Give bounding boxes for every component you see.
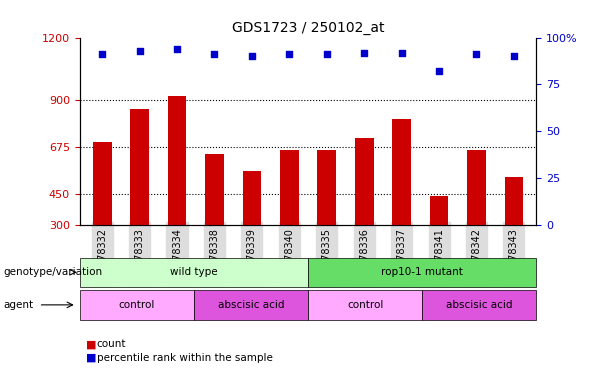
Point xyxy=(397,50,406,55)
Text: percentile rank within the sample: percentile rank within the sample xyxy=(97,353,273,363)
Text: count: count xyxy=(97,339,126,349)
Point xyxy=(322,51,332,57)
Bar xyxy=(168,96,186,225)
Text: rop10-1 mutant: rop10-1 mutant xyxy=(381,267,463,277)
Point xyxy=(135,48,145,54)
Text: ■: ■ xyxy=(86,339,96,349)
Point xyxy=(284,51,294,57)
Text: abscisic acid: abscisic acid xyxy=(446,300,512,310)
Bar xyxy=(318,150,336,225)
Bar xyxy=(93,142,112,225)
Bar xyxy=(430,196,448,225)
Text: wild type: wild type xyxy=(170,267,218,277)
Text: genotype/variation: genotype/variation xyxy=(3,267,102,277)
Bar xyxy=(130,110,149,225)
Point xyxy=(172,46,182,52)
Bar xyxy=(355,138,373,225)
Bar xyxy=(243,171,261,225)
Point xyxy=(509,53,519,59)
Point xyxy=(471,51,481,57)
Text: agent: agent xyxy=(3,300,33,310)
Text: control: control xyxy=(347,300,383,310)
Bar xyxy=(504,177,524,225)
Bar xyxy=(392,119,411,225)
Text: control: control xyxy=(118,300,155,310)
Point xyxy=(97,51,107,57)
Bar xyxy=(205,154,224,225)
Bar xyxy=(467,150,486,225)
Text: abscisic acid: abscisic acid xyxy=(218,300,284,310)
Bar xyxy=(280,150,299,225)
Text: ■: ■ xyxy=(86,353,96,363)
Point xyxy=(210,51,219,57)
Point xyxy=(434,68,444,74)
Point xyxy=(359,50,369,55)
Title: GDS1723 / 250102_at: GDS1723 / 250102_at xyxy=(232,21,384,35)
Point xyxy=(247,53,257,59)
